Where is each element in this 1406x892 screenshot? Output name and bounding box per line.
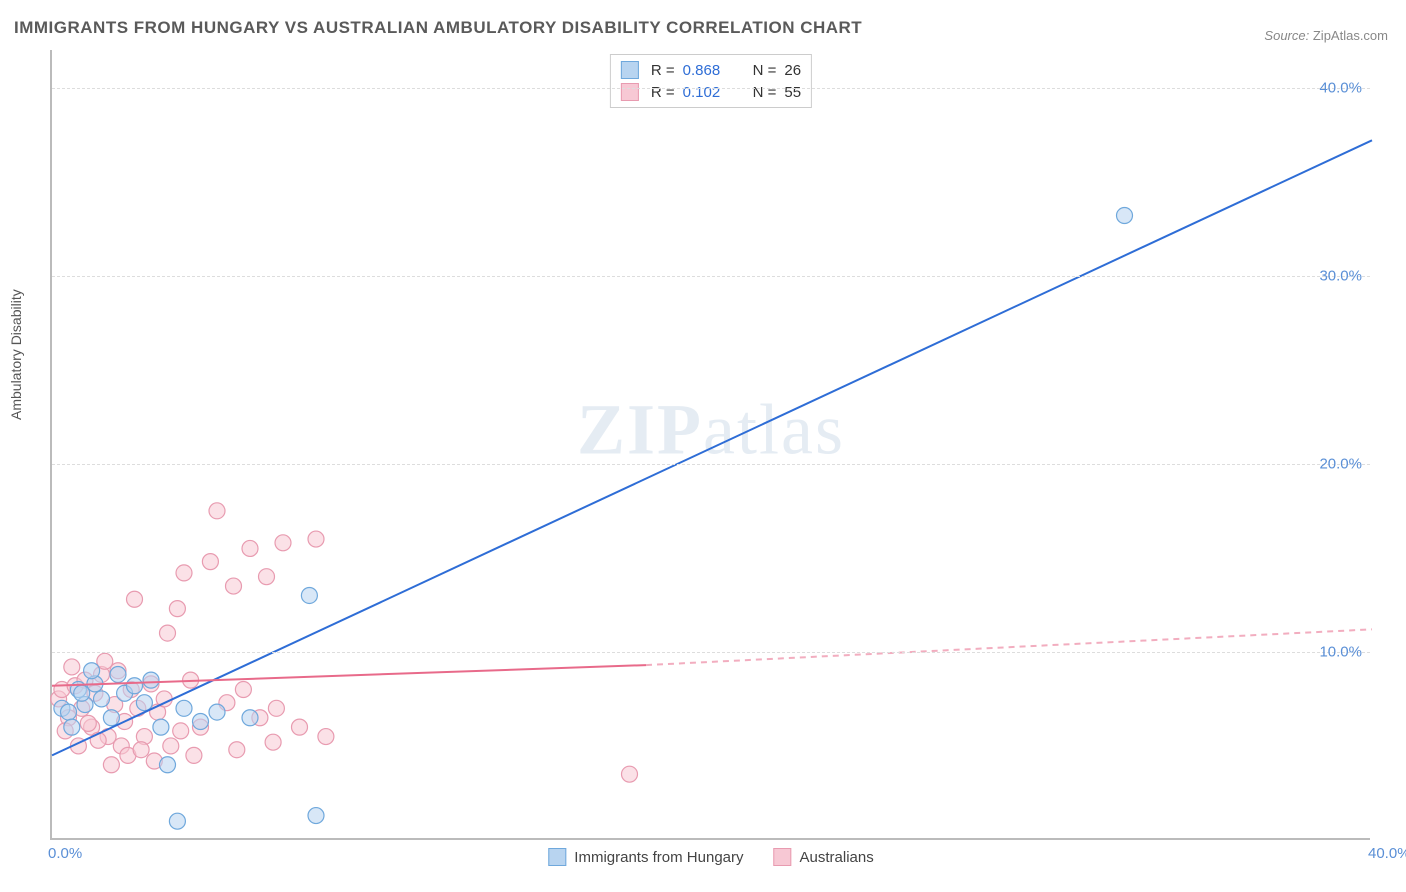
scatter-point bbox=[74, 685, 90, 701]
trend-line bbox=[52, 665, 646, 686]
scatter-point bbox=[156, 691, 172, 707]
y-tick-label: 30.0% bbox=[1319, 267, 1362, 284]
scatter-point bbox=[292, 719, 308, 735]
trend-line-dashed bbox=[646, 629, 1372, 665]
x-tick-label: 0.0% bbox=[48, 845, 82, 862]
scatter-point bbox=[163, 738, 179, 754]
scatter-point bbox=[110, 666, 126, 682]
legend-stats: R = 0.868 N = 26 R = 0.102 N = 55 bbox=[610, 54, 812, 108]
scatter-point bbox=[169, 813, 185, 829]
scatter-point bbox=[173, 723, 189, 739]
gridline bbox=[52, 652, 1370, 653]
legend-series-label: Immigrants from Hungary bbox=[574, 849, 743, 866]
scatter-point bbox=[1117, 208, 1133, 224]
legend-series: Immigrants from Hungary Australians bbox=[548, 848, 873, 866]
n-value: 26 bbox=[784, 62, 801, 79]
y-axis-label: Ambulatory Disability bbox=[8, 289, 24, 420]
scatter-point bbox=[103, 710, 119, 726]
scatter-point bbox=[169, 601, 185, 617]
legend-swatch bbox=[621, 61, 639, 79]
scatter-point bbox=[186, 747, 202, 763]
legend-swatch bbox=[774, 848, 792, 866]
scatter-point bbox=[308, 531, 324, 547]
source-value: ZipAtlas.com bbox=[1313, 28, 1388, 43]
chart-container: IMMIGRANTS FROM HUNGARY VS AUSTRALIAN AM… bbox=[0, 0, 1406, 892]
source-label: Source: bbox=[1264, 28, 1309, 43]
scatter-point bbox=[80, 715, 96, 731]
scatter-point bbox=[136, 695, 152, 711]
scatter-point bbox=[265, 734, 281, 750]
scatter-point bbox=[226, 578, 242, 594]
scatter-point bbox=[209, 704, 225, 720]
legend-stats-row: R = 0.102 N = 55 bbox=[621, 81, 801, 103]
scatter-point bbox=[318, 729, 334, 745]
r-label: R = bbox=[651, 62, 675, 79]
x-tick-label: 40.0% bbox=[1368, 845, 1406, 862]
plot-area: ZIPatlas R =0.868N =26R =0.102N =55 Immi… bbox=[50, 50, 1370, 840]
scatter-point bbox=[268, 700, 284, 716]
scatter-point bbox=[209, 503, 225, 519]
scatter-point bbox=[622, 766, 638, 782]
gridline bbox=[52, 464, 1370, 465]
y-tick-label: 20.0% bbox=[1319, 455, 1362, 472]
gridline bbox=[52, 276, 1370, 277]
legend-stats-row: R = 0.868 N = 26 bbox=[621, 59, 801, 81]
scatter-point bbox=[103, 757, 119, 773]
scatter-point bbox=[127, 591, 143, 607]
y-tick-label: 40.0% bbox=[1319, 79, 1362, 96]
scatter-point bbox=[160, 625, 176, 641]
scatter-point bbox=[259, 569, 275, 585]
scatter-point bbox=[229, 742, 245, 758]
legend-series-item: Australians bbox=[774, 848, 874, 866]
n-label: N = bbox=[753, 84, 777, 101]
chart-title: IMMIGRANTS FROM HUNGARY VS AUSTRALIAN AM… bbox=[14, 18, 862, 38]
scatter-point bbox=[301, 587, 317, 603]
r-value: 0.868 bbox=[683, 62, 735, 79]
source-attribution: Source: ZipAtlas.com bbox=[1264, 28, 1388, 43]
scatter-point bbox=[160, 757, 176, 773]
scatter-point bbox=[143, 672, 159, 688]
scatter-point bbox=[235, 682, 251, 698]
scatter-point bbox=[64, 659, 80, 675]
scatter-point bbox=[64, 719, 80, 735]
scatter-point bbox=[133, 742, 149, 758]
scatter-point bbox=[176, 700, 192, 716]
n-label: N = bbox=[753, 62, 777, 79]
scatter-point bbox=[242, 540, 258, 556]
scatter-point bbox=[153, 719, 169, 735]
y-tick-label: 10.0% bbox=[1319, 643, 1362, 660]
legend-series-label: Australians bbox=[800, 849, 874, 866]
legend-swatch bbox=[548, 848, 566, 866]
legend-series-item: Immigrants from Hungary bbox=[548, 848, 743, 866]
scatter-point bbox=[275, 535, 291, 551]
scatter-point bbox=[127, 678, 143, 694]
n-value: 55 bbox=[784, 84, 801, 101]
gridline bbox=[52, 88, 1370, 89]
scatter-point bbox=[94, 691, 110, 707]
scatter-point bbox=[61, 704, 77, 720]
r-value: 0.102 bbox=[683, 84, 735, 101]
scatter-point bbox=[242, 710, 258, 726]
r-label: R = bbox=[651, 84, 675, 101]
scatter-point bbox=[308, 808, 324, 824]
scatter-point bbox=[202, 554, 218, 570]
chart-svg bbox=[52, 50, 1370, 838]
legend-swatch bbox=[621, 83, 639, 101]
trend-line bbox=[52, 140, 1372, 755]
scatter-point bbox=[84, 663, 100, 679]
scatter-point bbox=[193, 714, 209, 730]
scatter-point bbox=[176, 565, 192, 581]
